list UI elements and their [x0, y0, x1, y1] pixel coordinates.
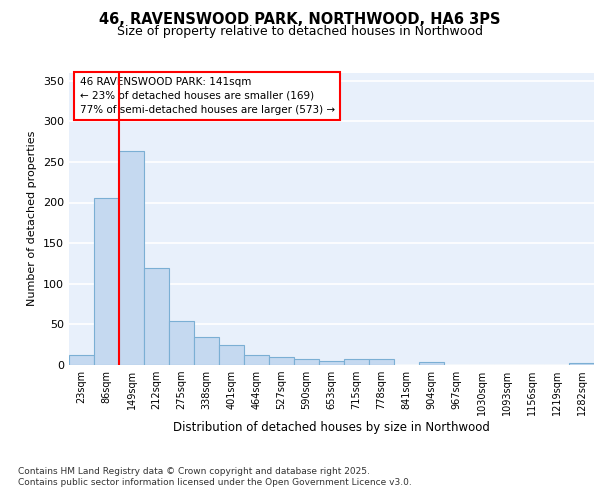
Text: Size of property relative to detached houses in Northwood: Size of property relative to detached ho… — [117, 25, 483, 38]
Bar — [219, 344, 244, 365]
X-axis label: Distribution of detached houses by size in Northwood: Distribution of detached houses by size … — [173, 421, 490, 434]
Bar — [269, 357, 294, 365]
Bar — [369, 358, 394, 365]
Bar — [119, 152, 144, 365]
Bar — [419, 362, 444, 365]
Bar — [169, 321, 194, 365]
Bar — [69, 355, 94, 365]
Bar — [319, 361, 344, 365]
Bar — [144, 268, 169, 365]
Bar — [344, 360, 369, 365]
Bar — [569, 362, 594, 365]
Bar — [94, 198, 119, 365]
Bar — [244, 355, 269, 365]
Bar — [294, 358, 319, 365]
Text: 46 RAVENSWOOD PARK: 141sqm
← 23% of detached houses are smaller (169)
77% of sem: 46 RAVENSWOOD PARK: 141sqm ← 23% of deta… — [79, 77, 335, 115]
Text: Contains HM Land Registry data © Crown copyright and database right 2025.
Contai: Contains HM Land Registry data © Crown c… — [18, 468, 412, 487]
Bar — [194, 336, 219, 365]
Text: 46, RAVENSWOOD PARK, NORTHWOOD, HA6 3PS: 46, RAVENSWOOD PARK, NORTHWOOD, HA6 3PS — [99, 12, 501, 28]
Y-axis label: Number of detached properties: Number of detached properties — [28, 131, 37, 306]
